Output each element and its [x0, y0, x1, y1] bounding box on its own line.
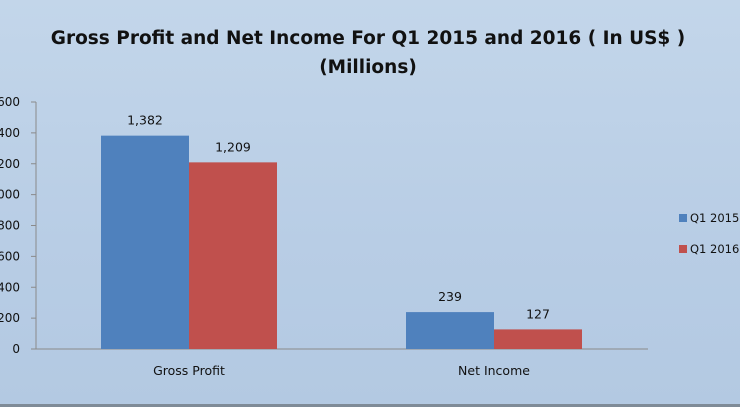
bar [406, 312, 494, 349]
data-label: 1,209 [215, 139, 251, 154]
chart-title-line2: (Millions) [319, 57, 417, 78]
data-label: 127 [526, 306, 550, 321]
legend-label: Q1 2016 [690, 242, 739, 256]
bar [494, 329, 582, 349]
y-tick-label: 0 [12, 342, 20, 356]
x-category-label: Gross Profit [153, 363, 225, 378]
data-label: 239 [438, 289, 462, 304]
y-tick-label: 800 [0, 219, 20, 233]
legend-swatch [679, 245, 687, 253]
y-tick-label: 400 [0, 280, 20, 294]
y-tick-label: 1200 [0, 157, 20, 171]
bar [101, 135, 189, 349]
bar [189, 162, 277, 349]
x-category-label: Net Income [458, 363, 530, 378]
legend-swatch [679, 214, 687, 222]
y-tick-label: 1000 [0, 188, 20, 202]
data-label: 1,382 [127, 113, 163, 128]
chart-title-line1: Gross Profit and Net Income For Q1 2015 … [50, 28, 686, 49]
chart-title: Gross Profit and Net Income For Q1 2015 … [0, 24, 736, 82]
legend-label: Q1 2015 [690, 211, 739, 225]
y-tick-label: 200 [0, 311, 20, 325]
y-tick-label: 1400 [0, 126, 20, 140]
y-tick-label: 600 [0, 249, 20, 263]
y-tick-label: 1600 [0, 95, 20, 109]
